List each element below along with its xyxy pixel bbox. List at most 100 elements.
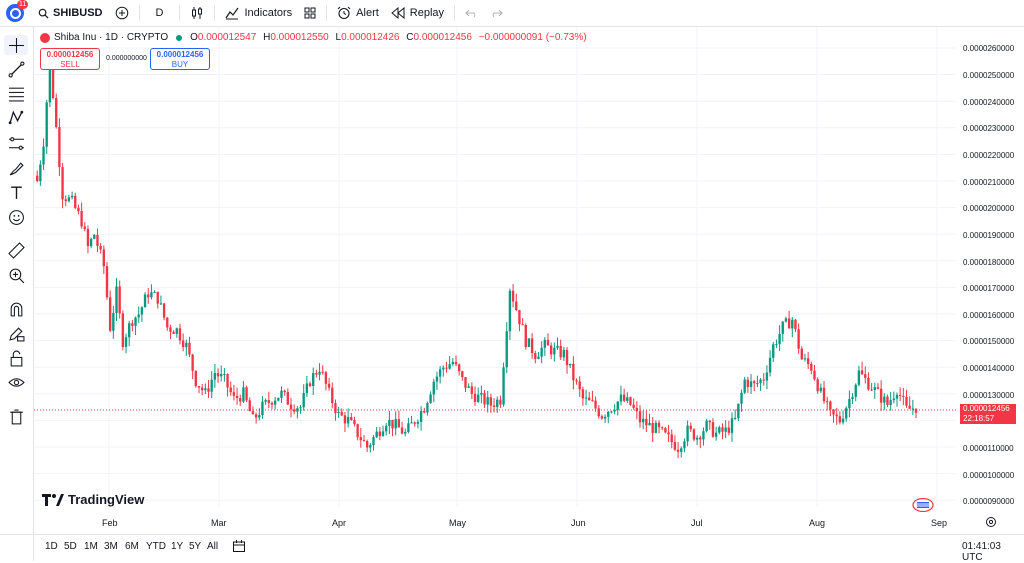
fib-tool[interactable] [4, 83, 28, 103]
candle-body [188, 342, 191, 355]
low-value: 0.000012426 [341, 32, 400, 43]
range-all[interactable]: All [207, 541, 219, 552]
candle-body [835, 414, 838, 417]
candle-body [289, 404, 293, 410]
candle-body [895, 394, 899, 399]
range-1y[interactable]: 1Y [171, 541, 184, 552]
candle-body [772, 344, 775, 358]
forecast-tool[interactable] [4, 133, 28, 153]
user-avatar[interactable]: 11 [6, 0, 29, 22]
candle-body [61, 167, 64, 200]
candle-body [632, 404, 635, 408]
candle-body [166, 317, 169, 328]
indicators-button[interactable]: Indicators [219, 0, 298, 27]
utc-clock[interactable]: 01:41:03 UTC [962, 541, 1001, 563]
candle-body [102, 249, 105, 267]
range-1m[interactable]: 1M [84, 541, 98, 552]
range-6m[interactable]: 6M [125, 541, 139, 552]
redo-button[interactable] [484, 0, 509, 27]
time-tick: Mar [211, 518, 227, 528]
candle-body [832, 409, 835, 415]
range-1d[interactable]: 1D [45, 541, 58, 552]
candle-body [239, 398, 242, 402]
candle-body [670, 434, 673, 443]
candle-body [381, 431, 385, 436]
events-flag-icon[interactable] [912, 498, 934, 512]
candle-body [857, 370, 861, 385]
hide-drawings-tool[interactable] [4, 372, 28, 392]
chart-settings-icon[interactable] [985, 516, 997, 528]
candle-body [594, 400, 597, 409]
candle-body [194, 370, 198, 387]
candle-body [753, 381, 756, 384]
brand-name: TradingView [68, 492, 145, 507]
candle-body [699, 437, 702, 440]
alert-button[interactable]: Alert [331, 0, 385, 27]
layouts-button[interactable] [298, 0, 322, 27]
price-chart[interactable] [34, 27, 1024, 534]
range-5y[interactable]: 5Y [189, 541, 202, 552]
candle-body [121, 313, 125, 347]
close-key: C [406, 32, 414, 43]
candle-body [508, 290, 512, 332]
grid-icon [304, 7, 316, 19]
stay-in-drawing-tool[interactable] [4, 323, 28, 343]
magnet-tool[interactable] [4, 299, 28, 319]
candle-body [331, 387, 334, 404]
candle-body [651, 422, 654, 433]
range-ytd[interactable]: YTD [146, 541, 166, 552]
candle-body [680, 448, 683, 452]
candle-body [365, 441, 369, 448]
calendar-icon[interactable] [232, 539, 246, 553]
text-tool[interactable] [4, 182, 28, 202]
range-5d[interactable]: 5D [64, 541, 77, 552]
price-tick: 0.0000180000 [963, 258, 1015, 267]
buy-button[interactable]: 0.000012456 BUY [150, 48, 210, 70]
brush-icon [9, 161, 24, 175]
candle-body [737, 403, 740, 419]
sell-button[interactable]: 0.000012456 SELL [40, 48, 100, 70]
measure-tool[interactable] [4, 240, 28, 260]
sell-price: 0.000012456 [46, 50, 94, 59]
replay-button[interactable]: Replay [385, 0, 450, 27]
forecast-icon [8, 136, 24, 150]
candle-body [270, 402, 274, 405]
candle-body [511, 290, 515, 302]
candle-body [169, 327, 172, 332]
candle-body [223, 373, 226, 375]
emoji-tool[interactable] [4, 207, 28, 227]
candle-body [648, 422, 651, 426]
trend-line-tool[interactable] [4, 59, 28, 79]
interval-button[interactable]: D [155, 7, 164, 19]
candle-body [876, 387, 880, 389]
candle-body [77, 207, 80, 212]
candle-body [527, 338, 531, 348]
pattern-tool[interactable] [4, 107, 28, 127]
candle-body [521, 324, 524, 326]
price-tick: 0.0000110000 [963, 444, 1014, 453]
zoom-in-tool[interactable] [4, 265, 28, 285]
candle-body [340, 411, 343, 416]
candle-body [150, 292, 153, 298]
remove-drawings-tool[interactable] [4, 407, 28, 427]
compare-symbol-button[interactable] [109, 0, 135, 27]
range-3m[interactable]: 3M [104, 541, 118, 552]
symbol-search-button[interactable]: SHIBUSD [32, 0, 109, 27]
candle-body [819, 387, 823, 392]
brush-tool[interactable] [4, 158, 28, 178]
crosshair-tool[interactable] [4, 35, 28, 55]
tradingview-logo[interactable]: TradingView [42, 492, 144, 507]
candles-icon [192, 7, 203, 19]
text-icon [10, 185, 22, 199]
lock-drawings-tool[interactable] [4, 348, 28, 368]
candle-body [870, 389, 873, 391]
spread-value: 0.000000000 [106, 55, 147, 62]
chart-type-button[interactable] [184, 0, 210, 27]
open-value: 0.000012547 [197, 32, 257, 43]
candle-body [305, 383, 309, 394]
undo-icon [465, 9, 476, 18]
candle-body [423, 411, 426, 413]
candle-body [540, 347, 543, 357]
indicators-label: Indicators [244, 7, 293, 19]
undo-button[interactable] [459, 0, 484, 27]
